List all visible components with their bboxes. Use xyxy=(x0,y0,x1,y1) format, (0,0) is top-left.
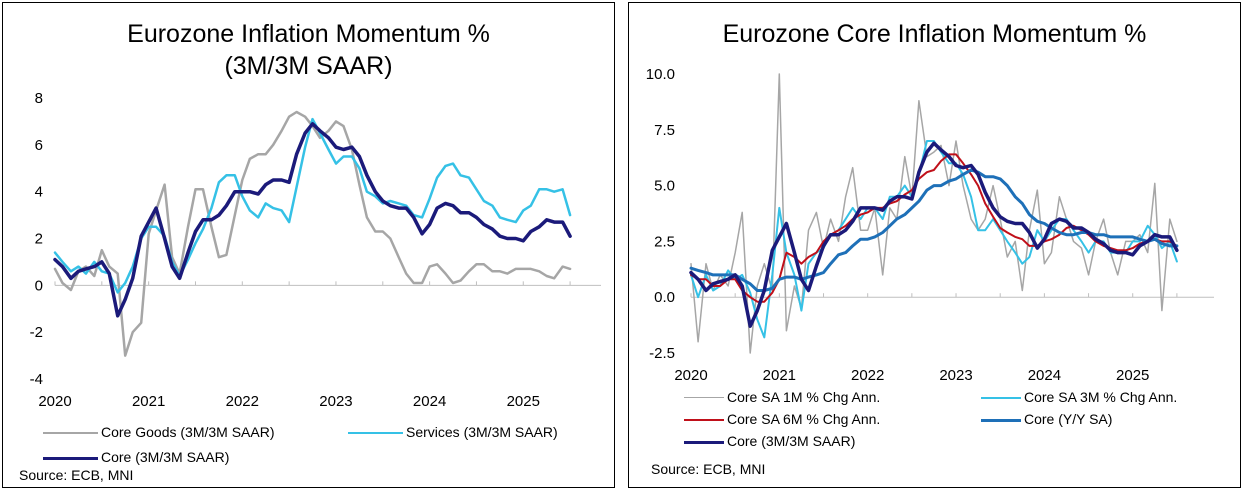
series-line-core-sa-1m-chg-ann xyxy=(690,73,1178,354)
y-tick-label: 0 xyxy=(35,277,43,294)
legend-swatch xyxy=(684,397,724,398)
y-tick-label: -2 xyxy=(30,324,43,341)
legend-swatch xyxy=(981,397,1021,399)
x-tick-label: 2021 xyxy=(132,393,165,410)
legend-label: Core SA 6M % Chg Ann. xyxy=(727,411,881,427)
y-tick-label: 7.5 xyxy=(654,122,675,139)
legend-label: Core (3M/3M SAAR) xyxy=(727,433,856,449)
x-tick-label: 2024 xyxy=(1028,367,1061,384)
chart-panel-core-momentum: Eurozone Core Inflation Momentum % 10.0 7… xyxy=(628,2,1241,488)
plot-area-left: 8 6 4 2 0 -2 -4 2020 2021 2022 2023 2024 2025 xyxy=(30,90,601,410)
y-tick-label: 2 xyxy=(35,231,43,248)
y-tick-label: -4 xyxy=(30,371,43,388)
x-tick-label: 2021 xyxy=(763,367,796,384)
source-note: Source: ECB, MNI xyxy=(651,461,766,477)
legend-label: Core (Y/Y SA) xyxy=(1024,411,1113,427)
legend-swatch xyxy=(981,419,1021,422)
legend-swatch xyxy=(43,457,98,460)
legend-label: Core SA 1M % Chg Ann. xyxy=(727,389,881,405)
series-line-core-3m-3m-saar xyxy=(53,122,572,318)
x-tick-label: 2025 xyxy=(507,393,540,410)
chart-panel-inflation-momentum: Eurozone Inflation Momentum % (3M/3M SAA… xyxy=(2,2,615,488)
source-note: Source: ECB, MNI xyxy=(19,467,134,483)
chart-title: Eurozone Inflation Momentum % xyxy=(127,20,490,48)
legend-label: Services (3M/3M SAAR) xyxy=(406,424,558,440)
x-tick-label: 2022 xyxy=(226,393,259,410)
x-tick-label: 2022 xyxy=(851,367,884,384)
legend-swatch xyxy=(684,441,724,444)
x-tick-label: 2025 xyxy=(1116,367,1149,384)
series-line-core-y-y-sa xyxy=(689,168,1179,292)
plot-area-right: 10.0 7.5 5.0 2.5 0.0 -2.5 2020 2021 2022 2023 2024… xyxy=(646,66,1214,384)
x-tick-label: 2023 xyxy=(939,367,972,384)
x-tick-label: 2024 xyxy=(413,393,446,410)
series-line-core-3m-3m-saar xyxy=(689,141,1179,328)
y-tick-label: 2.5 xyxy=(654,233,675,250)
series-line-core-goods-3m-3m-saar xyxy=(53,110,572,357)
chart-subtitle: (3M/3M SAAR) xyxy=(224,52,393,80)
legend-swatch xyxy=(348,432,403,434)
x-tick-label: 2020 xyxy=(38,393,71,410)
series-line-services-3m-3m-saar xyxy=(53,117,572,294)
y-tick-label: 5.0 xyxy=(654,178,675,195)
legend-swatch xyxy=(43,432,98,434)
y-tick-label: 6 xyxy=(35,137,43,154)
legend-label: Core (3M/3M SAAR) xyxy=(101,449,230,465)
y-tick-label: 8 xyxy=(35,90,43,107)
x-tick-label: 2023 xyxy=(319,393,352,410)
y-tick-label: 10.0 xyxy=(646,66,675,83)
chart-title: Eurozone Core Inflation Momentum % xyxy=(722,20,1147,48)
y-tick-label: -2.5 xyxy=(649,345,675,362)
legend-label: Core Goods (3M/3M SAAR) xyxy=(101,424,275,440)
x-tick-label: 2020 xyxy=(674,367,707,384)
legend-swatch xyxy=(684,419,724,421)
y-tick-label: 4 xyxy=(35,184,43,201)
legend-label: Core SA 3M % Chg Ann. xyxy=(1024,389,1178,405)
y-tick-label: 0.0 xyxy=(654,289,675,306)
series-line-core-sa-6m-chg-ann xyxy=(690,153,1178,303)
